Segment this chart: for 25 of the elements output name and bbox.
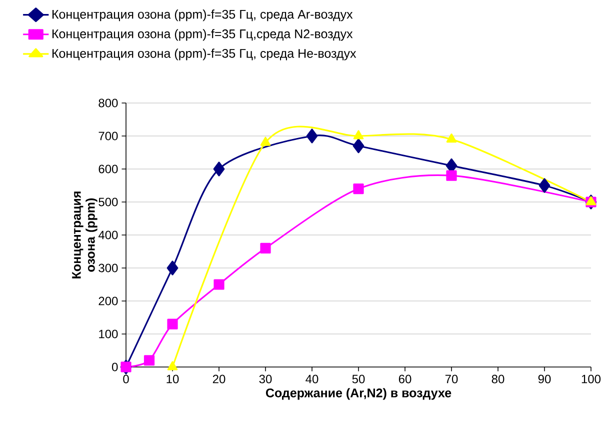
y-tick-label: 600 [98,164,118,174]
y-tick-label: 700 [98,132,118,140]
legend-label: Концентрация озона (ppm)-f=35 Гц,среда N2-воздух [52,29,353,41]
y-tick-label: 100 [99,330,118,338]
y-tick-label: 800 [98,98,118,108]
y-tick-label: 400 [98,230,118,240]
x-tick-label: 10 [166,374,179,384]
x-tick-label: 30 [259,374,272,384]
x-tick-label: 20 [212,374,226,384]
x-tick-label: 70 [445,374,458,384]
y-tick-label: 300 [98,264,118,272]
x-tick-label: 50 [352,374,365,384]
x-tick-label: 60 [398,374,412,384]
legend-label: Концентрация озона (ppm)-f=35 Гц, среда He-воздух [52,48,356,60]
x-tick-label: 40 [306,374,318,384]
x-tick-label: 100 [582,374,601,384]
y-tick-label: 200 [98,296,118,306]
x-axis-title: Содержание (Ar,N2) в воздухе [266,388,452,400]
y-tick-label: 0 [112,362,118,372]
x-tick-label: 90 [538,374,551,384]
y-tick-label: 500 [98,198,118,206]
y-axis-title: Концентрация озона (ppm) [72,192,98,278]
x-tick-label: 0 [123,374,129,384]
x-tick-label: 80 [492,374,504,384]
legend-label: Концентрация озона (ppm)-f=35 Гц, среда Ar-воздух [52,10,353,22]
